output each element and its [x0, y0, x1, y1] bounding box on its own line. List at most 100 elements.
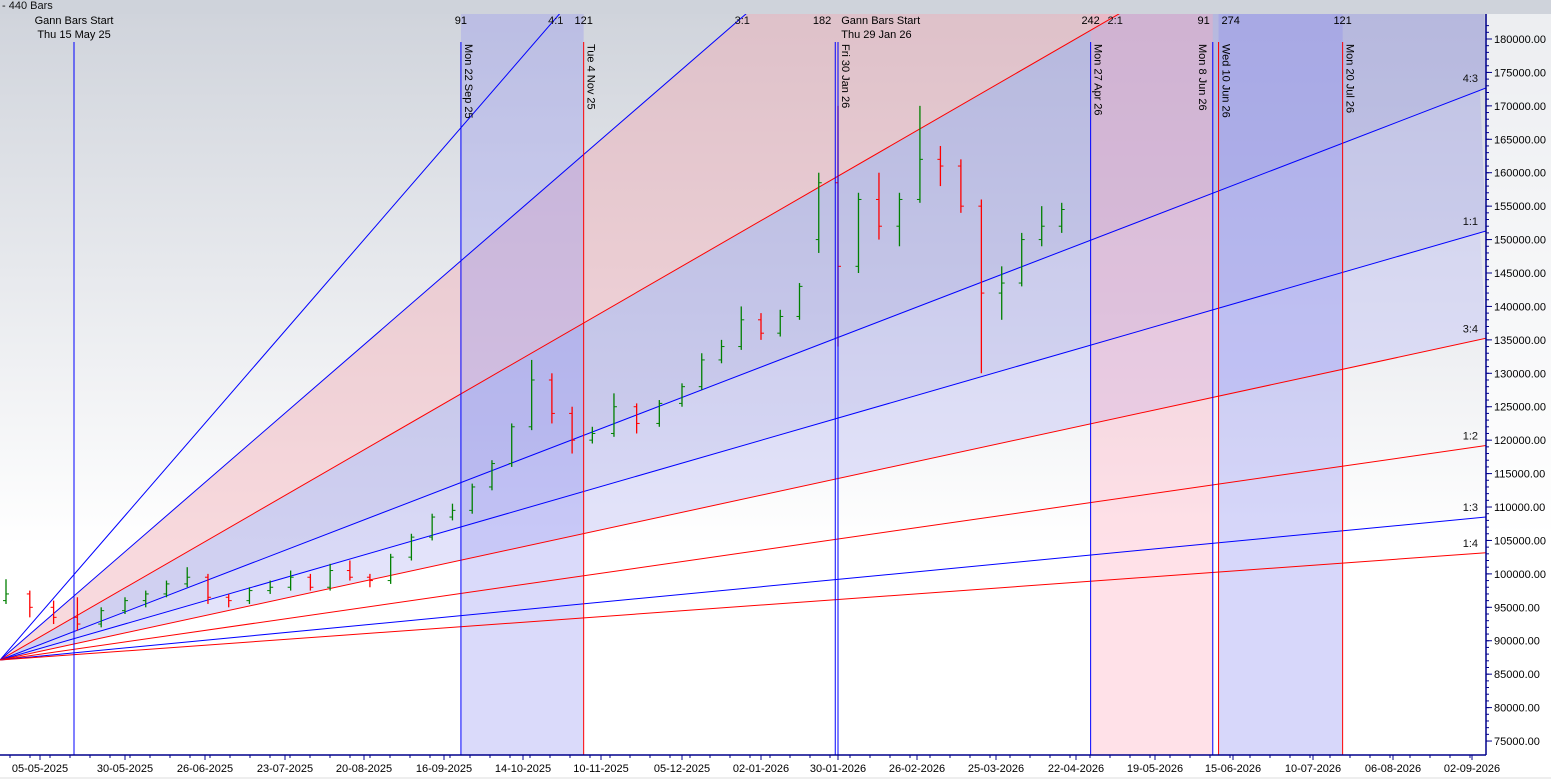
price-bar [469, 483, 476, 514]
time-marker-count: 121 [1333, 15, 1351, 27]
price-bar [777, 309, 784, 337]
price-bar [937, 145, 944, 187]
price-bar [796, 283, 803, 320]
price-bar [569, 406, 576, 454]
time-axis-label: 23-07-2025 [257, 763, 313, 775]
time-marker-title: Gann Bars Start [35, 15, 114, 27]
price-bar [1018, 232, 1025, 287]
price-bar [307, 573, 314, 591]
gann-fan-line-4-1 [0, 14, 561, 661]
price-bar [916, 105, 923, 203]
gann-fan-line-1-2 [0, 445, 1486, 661]
time-axis-label: 14-10-2025 [495, 763, 551, 775]
time-axis-label: 26-06-2025 [177, 763, 233, 775]
price-bar [610, 393, 617, 437]
price-bar [122, 597, 128, 614]
price-bar [429, 513, 436, 541]
gann-fan-label: 1:4 [1463, 538, 1478, 550]
price-axis-label: 135000.00 [1494, 335, 1546, 347]
gann-fan-label: 4:1 [548, 15, 563, 27]
time-band [460, 14, 584, 755]
time-marker-date: Thu 15 May 25 [37, 29, 110, 41]
fan-zone-fill [0, 14, 1486, 660]
price-axis-label: 180000.00 [1494, 34, 1546, 46]
time-marker-date: Mon 22 Sep 25 [462, 44, 474, 119]
price-axis-bg [1487, 0, 1551, 779]
bottom-strip [0, 777, 1551, 779]
time-marker-count: 182 [813, 15, 831, 27]
price-bar [327, 563, 334, 591]
price-bar [26, 590, 33, 618]
price-axis-label: 130000.00 [1494, 368, 1546, 380]
price-bar [50, 600, 57, 625]
price-bar [488, 460, 495, 491]
time-marker-count: 274 [1222, 15, 1240, 27]
price-axis-label: 90000.00 [1494, 636, 1540, 648]
time-marker-date: Mon 20 Jul 26 [1344, 44, 1356, 113]
price-bar [978, 199, 985, 374]
plot-area [0, 14, 1486, 755]
time-axis-label: 05-12-2025 [654, 763, 710, 775]
gann-fan-line-1-1 [0, 230, 1486, 661]
price-axis-label: 105000.00 [1494, 535, 1546, 547]
gann-fan-label: 2:1 [1108, 15, 1123, 27]
gann-fan-label: 3:4 [1463, 323, 1478, 335]
price-axis-label: 155000.00 [1494, 201, 1546, 213]
price-bar [184, 567, 191, 588]
price-axis-label: 125000.00 [1494, 402, 1546, 414]
time-axis-label: 26-02-2026 [889, 763, 945, 775]
time-marker-count: 121 [574, 15, 592, 27]
price-axis-label: 150000.00 [1494, 235, 1546, 247]
time-axis-label: 15-06-2026 [1205, 763, 1261, 775]
bars-count-label: - 440 Bars [2, 0, 53, 12]
price-bar [204, 573, 211, 604]
time-marker-date: Tue 4 Nov 25 [585, 44, 597, 110]
price-bar [163, 580, 170, 598]
price-bar [246, 587, 253, 604]
price-bar [225, 593, 232, 608]
price-axis-label: 80000.00 [1494, 703, 1540, 715]
gann-fan-line-3-1 [0, 14, 747, 661]
price-bar [287, 570, 294, 591]
price-bar [142, 590, 149, 608]
time-marker-count: 242 [1081, 15, 1099, 27]
price-axis-label: 100000.00 [1494, 569, 1546, 581]
price-axis-label: 120000.00 [1494, 435, 1546, 447]
gann-fan-line-1-3 [0, 516, 1486, 661]
price-axis-label: 110000.00 [1494, 502, 1545, 514]
gann-fan-label: 1:1 [1463, 216, 1478, 228]
price-bar [366, 573, 373, 588]
price-bar [408, 533, 415, 561]
gann-fan-line-1-4 [0, 552, 1486, 661]
time-axis-label: 20-08-2025 [336, 763, 392, 775]
price-bar [698, 353, 705, 391]
price-bar [508, 423, 515, 467]
gann-fan-label: 3:1 [735, 15, 750, 27]
time-axis-bg [0, 756, 1551, 778]
time-axis-label: 02-09-2026 [1444, 763, 1500, 775]
time-axis-label: 06-08-2026 [1365, 763, 1421, 775]
fan-zone-fill [0, 90, 1486, 661]
price-bar [815, 172, 822, 253]
gann-fan-label: 4:3 [1463, 73, 1478, 85]
price-bar [589, 426, 596, 444]
time-band [1218, 14, 1343, 755]
price-bar [267, 580, 274, 594]
price-bar [758, 313, 764, 340]
time-axis-label: 22-04-2026 [1048, 763, 1104, 775]
price-bar [3, 579, 9, 604]
time-axis-label: 30-05-2025 [97, 763, 153, 775]
time-marker-date: Wed 10 Jun 26 [1220, 44, 1232, 118]
time-band [1090, 14, 1213, 755]
time-marker-date: Thu 29 Jan 26 [841, 29, 911, 41]
price-bar [738, 306, 745, 350]
price-bar [718, 339, 725, 364]
price-bar [998, 266, 1005, 320]
gann-fan-label: 1:3 [1463, 502, 1478, 514]
time-axis-label: 19-05-2026 [1127, 763, 1183, 775]
price-axis-label: 165000.00 [1494, 134, 1546, 146]
price-axis-label: 115000.00 [1494, 469, 1545, 481]
gann-fan-label: 1:2 [1463, 431, 1478, 443]
price-axis-label: 175000.00 [1494, 67, 1546, 79]
